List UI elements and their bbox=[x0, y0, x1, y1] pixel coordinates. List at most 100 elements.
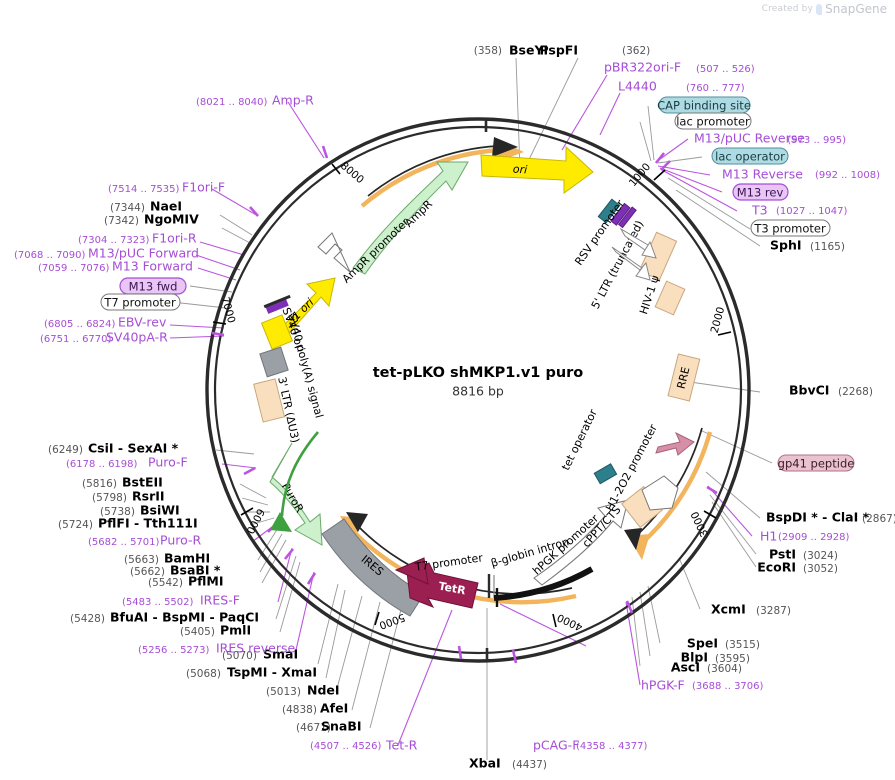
label-name[interactable]: XbaI bbox=[469, 756, 501, 771]
label-name[interactable]: XcmI bbox=[711, 602, 746, 617]
label-pos: (3604) bbox=[707, 663, 742, 675]
callout-gp41-peptide[interactable]: gp41 peptide bbox=[777, 454, 855, 472]
label-pos: (6805 .. 6824) bbox=[44, 319, 116, 330]
snapgene-logo-icon bbox=[816, 3, 823, 15]
label-name[interactable]: SnaBI bbox=[321, 719, 362, 734]
label-name[interactable]: BamHI bbox=[164, 551, 210, 566]
feature-tetr[interactable]: TetR bbox=[394, 557, 479, 609]
feature-ampr-promoter[interactable]: AmpR promoter bbox=[317, 215, 412, 286]
tick-4000: 4000 bbox=[552, 611, 585, 633]
callout-lac-operator[interactable]: lac operator bbox=[711, 147, 789, 165]
feature-label: tet operator bbox=[559, 407, 600, 473]
label-name[interactable]: hPGK-F bbox=[641, 678, 685, 693]
label-pos: (5070) bbox=[222, 650, 257, 662]
feature-gp41-peptide[interactable] bbox=[655, 431, 695, 456]
callout-m13-fwd-box[interactable]: M13 fwd bbox=[119, 277, 187, 295]
label-name[interactable]: PspFI bbox=[539, 43, 578, 58]
label-name[interactable]: BbvCI bbox=[789, 383, 829, 398]
feature-sv40-ori[interactable] bbox=[260, 314, 294, 350]
label-name[interactable]: H1 bbox=[760, 529, 777, 544]
label-pos: (760 .. 777) bbox=[686, 83, 745, 94]
label-pos: (2909 .. 2928) bbox=[778, 532, 850, 543]
label-name[interactable]: AscI bbox=[671, 660, 700, 675]
label-name[interactable]: SV40pA-R bbox=[106, 330, 168, 345]
label-name[interactable]: BseYI bbox=[509, 43, 548, 58]
label-name[interactable]: M13 Reverse bbox=[722, 167, 803, 182]
label-name[interactable]: Tet-R bbox=[385, 738, 418, 753]
label-name[interactable]: IRES-F bbox=[200, 593, 240, 608]
label-name[interactable]: SpeI bbox=[687, 636, 718, 651]
label-name[interactable]: PmlI bbox=[220, 623, 251, 638]
label-pos: (5013) bbox=[266, 686, 301, 698]
label-pos: (2867) bbox=[862, 513, 895, 525]
callout-label: gp41 peptide bbox=[778, 457, 855, 471]
feature-hiv1-psi[interactable]: HIV-1 ψ bbox=[637, 231, 686, 316]
feature-ori[interactable]: ori bbox=[480, 145, 594, 194]
callout-label: M13 fwd bbox=[129, 280, 178, 294]
label-name[interactable]: BfuAI - BspMI - PaqCI bbox=[110, 610, 259, 625]
label-name[interactable]: PstI bbox=[769, 547, 796, 562]
restriction-site-ticks bbox=[211, 119, 718, 664]
label-pos: (7344) bbox=[110, 202, 145, 214]
label-name[interactable]: EcoRI bbox=[757, 560, 796, 575]
label-name[interactable]: PflMI bbox=[188, 574, 224, 589]
label-pos: (5798) bbox=[92, 492, 127, 504]
watermark-brand: SnapGene bbox=[825, 2, 887, 16]
label-pos: (3024) bbox=[803, 550, 838, 562]
label-name[interactable]: M13/pUC Reverse bbox=[694, 131, 805, 146]
label-pos: (5256 .. 5273) bbox=[138, 645, 210, 656]
label-pos: (3595) bbox=[715, 653, 750, 665]
label-name[interactable]: T3 bbox=[751, 203, 768, 218]
label-pos: (5068) bbox=[186, 668, 221, 680]
label-name[interactable]: TspMI - XmaI bbox=[227, 665, 317, 680]
label-name[interactable]: Puro-F bbox=[148, 455, 188, 470]
plasmid-backbone bbox=[205, 117, 751, 663]
callout-t7-promoter-box[interactable]: T7 promoter bbox=[100, 293, 181, 311]
label-name[interactable]: BsiWI bbox=[140, 503, 180, 518]
feature-sv40-polya[interactable] bbox=[259, 346, 289, 378]
label-name[interactable]: SphI bbox=[770, 238, 802, 253]
label-name[interactable]: Puro-R bbox=[160, 533, 201, 548]
label-name[interactable]: BlpI bbox=[681, 650, 708, 665]
label-name[interactable]: pCAG-F bbox=[533, 738, 579, 753]
callout-m13-rev[interactable]: M13 rev bbox=[732, 183, 789, 201]
label-name[interactable]: F1ori-R bbox=[152, 231, 197, 246]
label-name[interactable]: BstEII bbox=[122, 475, 163, 490]
label-name[interactable]: AfeI bbox=[320, 701, 348, 716]
feature-rre[interactable]: RRE bbox=[667, 353, 701, 402]
transcript-arrowheads bbox=[346, 137, 642, 550]
label-pos: (3287) bbox=[756, 605, 791, 617]
tick-5000: 5000 bbox=[374, 611, 407, 631]
label-name[interactable]: L4440 bbox=[618, 79, 657, 94]
label-name[interactable]: pBR322ori-F bbox=[604, 60, 681, 75]
label-pos: (358) bbox=[474, 45, 502, 57]
callout-t3-promoter[interactable]: T3 promoter bbox=[750, 219, 831, 237]
label-name[interactable]: M13 Forward bbox=[112, 259, 193, 274]
label-pos: (1027 .. 1047) bbox=[776, 206, 848, 217]
label-name[interactable]: NgoMIV bbox=[144, 212, 199, 227]
feature-tet-operator[interactable]: tet operator bbox=[559, 407, 618, 485]
feature-label: TetR bbox=[437, 580, 467, 598]
label-name[interactable]: RsrII bbox=[132, 489, 165, 504]
callout-lac-promoter[interactable]: lac promoter bbox=[674, 112, 752, 130]
label-name[interactable]: NdeI bbox=[307, 683, 340, 698]
label-name[interactable]: NaeI bbox=[150, 199, 182, 214]
feature-3ltr[interactable] bbox=[253, 378, 286, 423]
label-name[interactable]: BsaBI * bbox=[170, 563, 221, 578]
label-name[interactable]: F1ori-F bbox=[182, 180, 225, 195]
label-name[interactable]: IRES reverse bbox=[216, 641, 295, 656]
plasmid-name: tet-pLKO shMKP1.v1 puro bbox=[373, 365, 584, 381]
label-name[interactable]: CsiI - SexAI * bbox=[88, 441, 179, 456]
label-name[interactable]: M13/pUC Forward bbox=[88, 246, 199, 261]
callout-label: T3 promoter bbox=[753, 222, 826, 236]
label-pos: (1165) bbox=[810, 241, 845, 253]
callout-cap-binding-site[interactable]: CAP binding site bbox=[657, 96, 751, 114]
label-name[interactable]: BspDI * - ClaI * bbox=[766, 510, 870, 525]
callout-label: T7 promoter bbox=[103, 296, 176, 310]
label-name[interactable]: Amp-R bbox=[272, 93, 314, 108]
label-name[interactable]: SmaI bbox=[263, 647, 298, 662]
label-name[interactable]: PflFI - Tth111I bbox=[98, 516, 198, 531]
label-name[interactable]: EBV-rev bbox=[118, 315, 167, 330]
tick-label: 8000 bbox=[338, 160, 366, 186]
